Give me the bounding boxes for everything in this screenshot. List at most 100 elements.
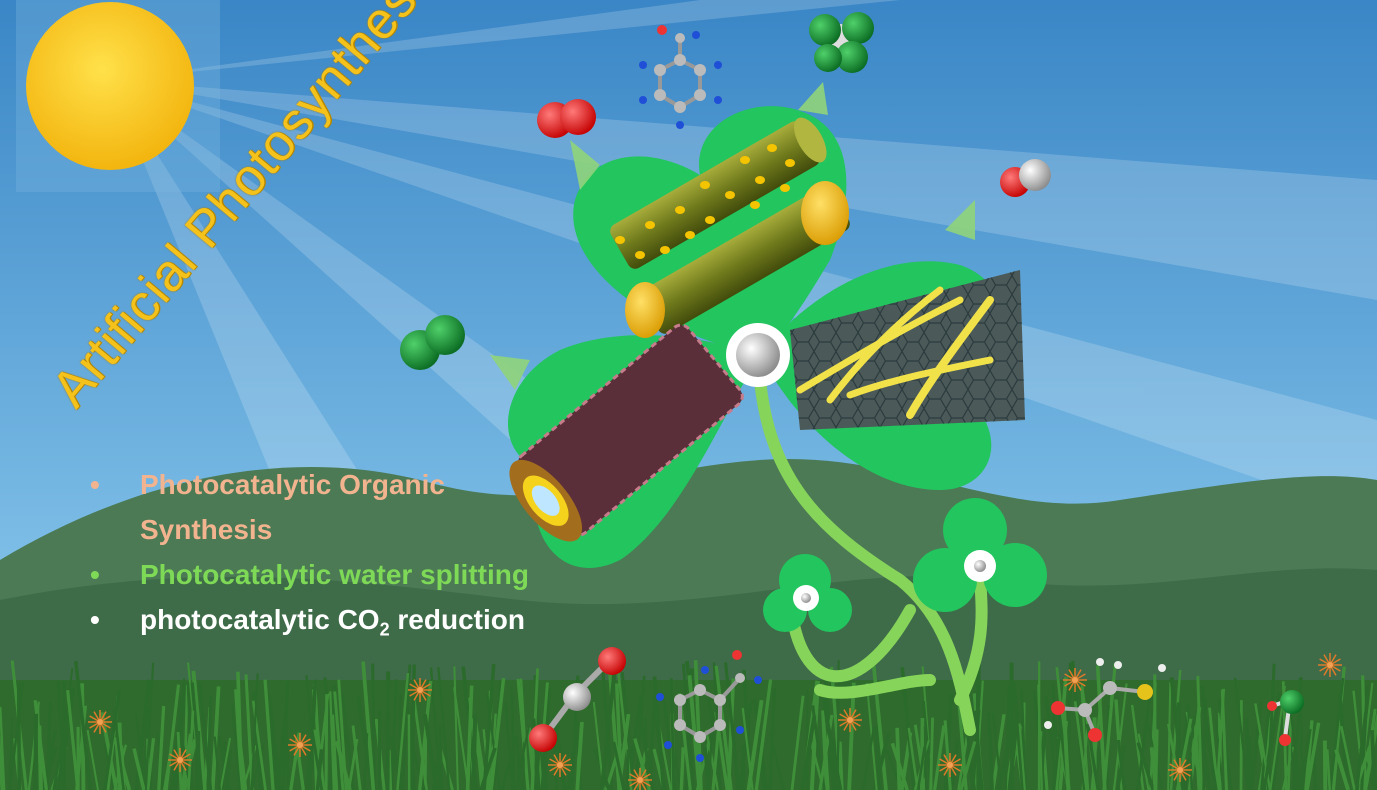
grass-blade — [986, 712, 994, 790]
grass-blade — [871, 665, 888, 790]
grass-blade — [191, 670, 207, 790]
grass-blade — [1299, 728, 1312, 790]
grass-blade — [991, 712, 1003, 790]
grass-blade — [56, 668, 74, 790]
grass-blade — [390, 679, 398, 790]
bullet-water-splitting: • Photocatalytic water splitting — [90, 552, 540, 597]
grass-blade — [741, 707, 754, 790]
grass-blade — [33, 699, 48, 790]
grass-blade — [768, 688, 777, 790]
grass-blade — [144, 662, 155, 790]
grass-blade — [276, 706, 288, 790]
gold-nanoparticle — [740, 156, 750, 164]
gold-nanoparticle — [725, 191, 735, 199]
grass-blade — [933, 725, 946, 790]
grass-blade — [1052, 726, 1062, 790]
grass-blade — [1018, 723, 1026, 790]
gold-nanoparticle — [767, 144, 777, 152]
grass-blade — [811, 705, 826, 790]
grass-blade — [679, 747, 685, 790]
molecule-hcl — [1267, 690, 1304, 746]
grass-blade — [1326, 749, 1331, 790]
gold-nanoparticle — [705, 216, 715, 224]
grass-blade — [52, 732, 65, 790]
grass-blade — [1196, 675, 1203, 790]
molecule-co — [1000, 159, 1051, 197]
grass-blade — [385, 671, 391, 790]
bullet-dot: • — [90, 604, 100, 635]
grass-blade — [1260, 704, 1271, 790]
grass-blade — [190, 682, 204, 790]
grass-blade — [633, 738, 652, 790]
molecule-benzaldehyde — [639, 25, 722, 129]
grass-blade — [66, 689, 80, 790]
gold-nanoparticle — [700, 181, 710, 189]
grass-blade — [197, 682, 213, 790]
grass-blade — [134, 679, 151, 790]
dandelion-puff — [1063, 668, 1087, 692]
grass-blade — [250, 673, 259, 790]
grass-blade — [839, 741, 844, 790]
bullet-text: Photocatalytic water splitting — [140, 559, 529, 590]
grass-blade — [929, 717, 935, 790]
dandelion-puff — [288, 733, 312, 757]
grass-blade — [330, 714, 339, 790]
grass-blade — [103, 689, 122, 790]
dandelion-puff — [1168, 758, 1192, 782]
grass-blade — [396, 672, 410, 790]
bullet-text: photocatalytic CO — [140, 604, 380, 635]
grass-blade — [874, 725, 883, 790]
grass-blade — [1007, 710, 1020, 790]
grass-blade — [515, 736, 523, 790]
grass-blade — [304, 726, 314, 790]
gold-nanoparticle — [660, 246, 670, 254]
grass-blade — [818, 714, 834, 790]
grass-blade — [1233, 677, 1250, 790]
grass-blade — [620, 671, 636, 790]
grass-blade — [599, 661, 618, 790]
dandelion-puff — [938, 753, 962, 777]
gold-nanoparticle — [785, 159, 795, 167]
molecule-aromatic — [656, 650, 762, 762]
grass-blade — [724, 662, 741, 790]
bullet-text: reduction — [389, 604, 525, 635]
grass-blade — [8, 681, 25, 790]
grass-blade — [16, 682, 22, 790]
grass-blade — [1004, 685, 1011, 790]
gold-cap — [625, 282, 665, 338]
grass-blade — [1102, 663, 1117, 790]
grass-blade — [56, 688, 76, 790]
grass-blade — [1360, 686, 1369, 790]
grass-blade — [616, 666, 633, 790]
grass-blade — [289, 732, 301, 790]
grass-blade — [1262, 691, 1281, 790]
grass-blade — [263, 679, 275, 790]
grass-blade — [489, 677, 506, 790]
grass-blade — [825, 719, 843, 790]
grass-blade — [651, 696, 667, 790]
grass-blade — [913, 724, 927, 790]
dandelion-puff — [88, 710, 112, 734]
grass-blade — [1085, 723, 1100, 790]
grass-blade — [959, 740, 977, 790]
grass-blade — [923, 726, 928, 790]
grass-blade — [1169, 677, 1186, 790]
grass-blade — [1354, 712, 1368, 790]
grass-blade — [575, 721, 584, 790]
grass-blade — [1130, 704, 1145, 790]
molecule-ccl4 — [809, 12, 874, 73]
grass-blade — [757, 747, 765, 790]
grass-blade — [56, 681, 66, 790]
grass-blade — [514, 726, 530, 790]
grass-blade — [726, 678, 736, 790]
grass-blade — [1202, 698, 1208, 790]
grass-blade — [213, 736, 221, 790]
bullet-organic-synthesis: • Photocatalytic Organic Synthesis — [90, 462, 540, 552]
dandelion-puff — [838, 708, 862, 732]
grass-blade — [284, 727, 291, 790]
grass-blade — [1215, 688, 1226, 790]
grass-blade — [1116, 744, 1127, 790]
grass-blade — [612, 741, 626, 790]
gold-nanoparticle — [750, 201, 760, 209]
grass-blade — [800, 715, 817, 790]
